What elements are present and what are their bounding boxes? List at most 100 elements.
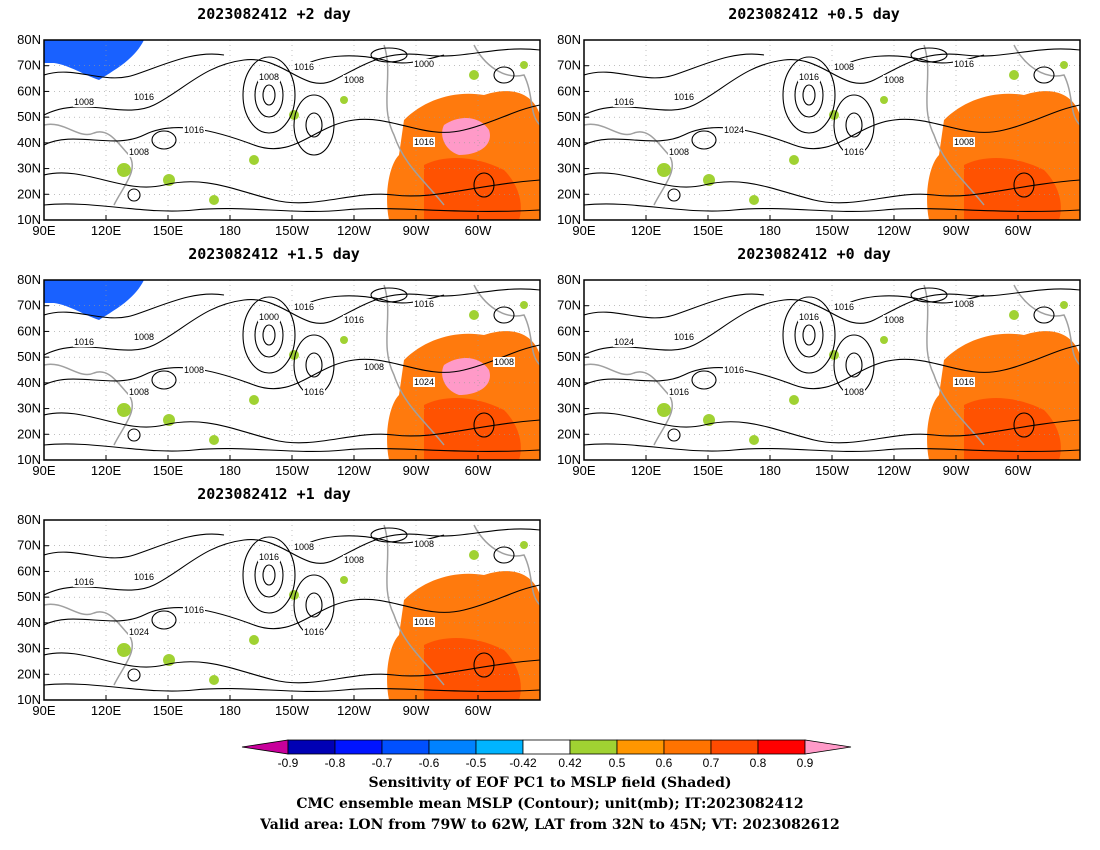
lon-tick-label: 90E (32, 463, 55, 478)
contour-label-bg (843, 147, 865, 157)
caption-line-3: Valid area: LON from 79W to 62W, LAT fro… (260, 817, 840, 833)
colorbar-swatch (616, 739, 665, 755)
contour-label: 1016 (294, 302, 314, 312)
mslp-contour-closed (127, 188, 141, 202)
coastline (44, 524, 540, 686)
contour-label: 1016 (74, 337, 94, 347)
mslp-contour-closed (845, 112, 863, 138)
contour-label-bg (613, 337, 635, 347)
colorbar-swatch (663, 739, 712, 755)
mslp-contour (44, 104, 540, 150)
sensitivity-patch (520, 301, 528, 309)
map-plot: 1016100810161016100810241016100810081016… (557, 32, 1081, 238)
lat-tick-label: 80N (557, 32, 581, 47)
mslp-contour-closed (1013, 412, 1035, 438)
mslp-contour-closed (667, 188, 681, 202)
panel-title: 2023082412 +1 day (197, 485, 351, 503)
lat-tick-label: 60N (17, 323, 41, 338)
sensitivity-patch (289, 110, 299, 120)
mslp-contour (584, 412, 1080, 444)
contour-label: 1016 (614, 97, 634, 107)
sensitivity-patch (520, 61, 528, 69)
sensitivity-shading-negative (44, 280, 144, 320)
contour-label: 1016 (674, 332, 694, 342)
contour-label-bg (73, 97, 95, 107)
contour-label: 1016 (669, 387, 689, 397)
contour-label-bg (843, 387, 865, 397)
map-panel-plus1.5day: 2023082412 +1.5 day 1008 1016 1000 1016 1016… (4, 245, 544, 485)
mslp-contour-closed (802, 324, 816, 346)
contour-label-bg (673, 332, 695, 342)
contour-label: 1024 (414, 377, 434, 387)
sensitivity-patch (1060, 301, 1068, 309)
lat-tick-label: 50N (17, 109, 41, 124)
mslp-contour (44, 652, 540, 684)
contour-label: 1016 (259, 552, 279, 562)
mslp-contour-closed (242, 296, 296, 374)
contour-label: 1008 (494, 357, 514, 367)
mslp-contour-closed (262, 84, 276, 106)
sensitivity-patch (117, 643, 131, 657)
caption-line-1: Sensitivity of EOF PC1 to MSLP field (Sh… (368, 775, 732, 791)
contour-label-bg (953, 377, 975, 387)
map-field: 1016 1008 1016 1008 1008 1016 1016 1024 1016 1016 (44, 520, 540, 700)
mslp-contour-closed (370, 287, 408, 303)
mslp-contour (584, 172, 1080, 204)
colorbar-tick-label: -0.9 (278, 756, 299, 770)
lat-tick-label: 10N (557, 452, 581, 467)
colorbar-swatch (710, 739, 759, 755)
map-plot: 1016 1016 1016 1008 1008 1016 1024 1016 1016 1008… (557, 272, 1081, 478)
contour-label: 1008 (414, 539, 434, 549)
contour-label: 1016 (134, 92, 154, 102)
contour-label: 1008 (294, 542, 314, 552)
mslp-contour-closed (493, 306, 515, 324)
lat-tick-label: 30N (17, 161, 41, 176)
sensitivity-patch (249, 395, 259, 405)
contour-label-bg (293, 302, 315, 312)
sensitivity-patch (117, 403, 131, 417)
lon-tick-label: 90W (943, 223, 970, 238)
map-panel-plus1day: 2023082412 +1 day 1016 1008 1016 1008 1008 10… (4, 485, 544, 725)
mslp-contour-closed (493, 546, 515, 564)
sensitivity-patch (789, 395, 799, 405)
lat-tick-label: 30N (557, 161, 581, 176)
lat-tick-label: 80N (17, 272, 41, 287)
contour-label-bg (73, 337, 95, 347)
mslp-contour-closed (782, 296, 836, 374)
mslp-contour (44, 533, 225, 559)
lon-tick-label: 120E (91, 223, 122, 238)
lon-tick-label: 150W (275, 223, 310, 238)
colorbar-tick-label: -0.8 (325, 756, 346, 770)
colorbar-tick-label: 0.8 (750, 756, 767, 770)
sensitivity-patch (340, 576, 348, 584)
contour-label: 1008 (344, 555, 364, 565)
contour-label: 1016 (134, 572, 154, 582)
contour-label-bg (303, 387, 325, 397)
lon-tick-label: 90E (32, 223, 55, 238)
lat-tick-label: 20N (557, 186, 581, 201)
lon-tick-label: 90W (403, 223, 430, 238)
contour-label: 1016 (954, 59, 974, 69)
contour-label: 1016 (304, 387, 324, 397)
contour-label-bg (953, 299, 975, 309)
lat-tick-label: 50N (17, 589, 41, 604)
colorbar-swatch (757, 739, 806, 755)
lon-tick-label: 180 (759, 223, 781, 238)
sensitivity-patch (340, 336, 348, 344)
contour-label-bg (413, 137, 435, 147)
mslp-contour-closed (305, 112, 323, 138)
mslp-contour-closed (242, 56, 296, 134)
sensitivity-patch (789, 155, 799, 165)
contour-label: 1016 (304, 627, 324, 637)
contour-label: 1008 (884, 75, 904, 85)
lon-tick-label: 150E (153, 703, 184, 718)
lat-tick-label: 80N (17, 512, 41, 527)
panel-title: 2023082412 +2 day (197, 5, 351, 23)
lon-tick-label: 90E (32, 703, 55, 718)
lon-tick-label: 120E (91, 703, 122, 718)
mslp-contour-closed (493, 66, 515, 84)
contour-label-bg (723, 365, 745, 375)
lat-tick-label: 40N (557, 375, 581, 390)
coastline (584, 284, 1080, 446)
contour-label-bg (258, 72, 280, 82)
